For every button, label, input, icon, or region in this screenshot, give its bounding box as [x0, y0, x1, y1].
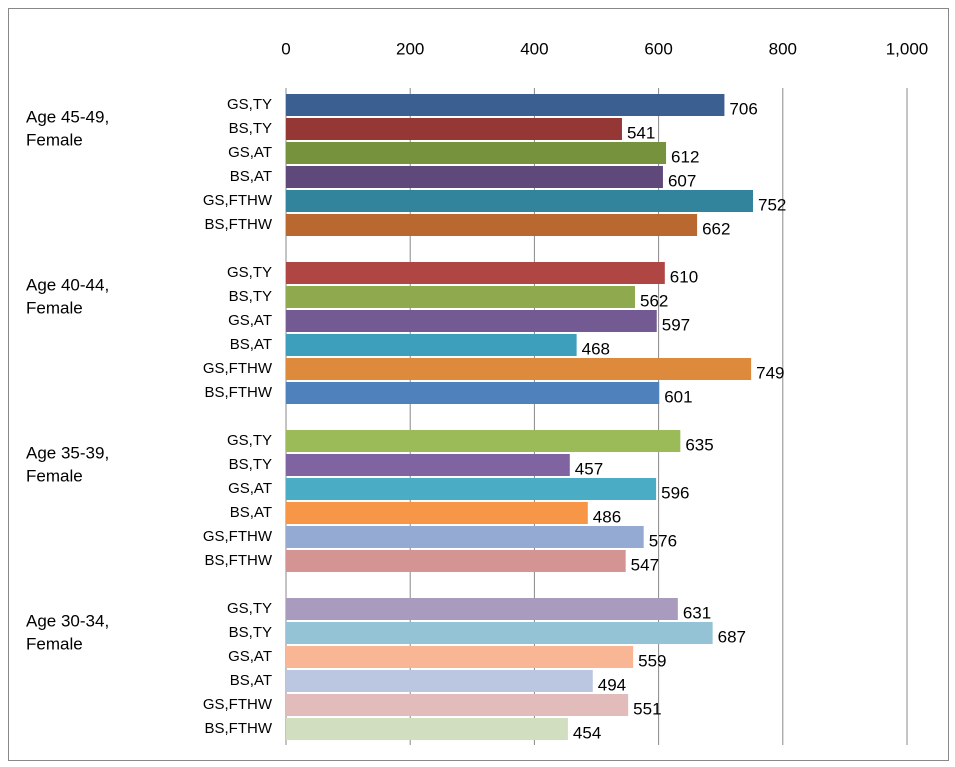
bar: [286, 454, 570, 476]
group-label: Age 45-49,: [26, 107, 109, 126]
bar: [286, 502, 588, 524]
y-tick-label: BS,FTHW: [205, 384, 273, 401]
bar: [286, 646, 634, 668]
y-tick-label: BS,TY: [229, 456, 272, 473]
bar: [286, 166, 663, 188]
bar: [286, 310, 657, 332]
bar: [286, 190, 753, 212]
data-label: 631: [683, 603, 711, 622]
y-tick-label: GS,TY: [227, 96, 272, 113]
y-tick-label: BS,AT: [230, 336, 272, 353]
y-tick-label: GS,TY: [227, 264, 272, 281]
y-tick-label: GS,AT: [228, 480, 272, 497]
bar: [286, 94, 725, 116]
y-tick-label: GS,AT: [228, 144, 272, 161]
data-label: 494: [598, 675, 626, 694]
data-label: 687: [718, 627, 746, 646]
bar: [286, 334, 577, 356]
bar: [286, 382, 660, 404]
group-label: Female: [26, 298, 83, 317]
data-label: 601: [664, 387, 692, 406]
bar: [286, 214, 698, 236]
data-label: 576: [649, 531, 677, 550]
bar: [286, 262, 665, 284]
y-tick-label: GS,AT: [228, 312, 272, 329]
bar: [286, 286, 636, 308]
bar: [286, 622, 713, 644]
bar: [286, 694, 629, 716]
data-label: 468: [582, 339, 610, 358]
y-tick-label: BS,FTHW: [205, 216, 273, 233]
data-label: 454: [573, 723, 601, 742]
data-label: 597: [662, 315, 690, 334]
bar: [286, 358, 752, 380]
x-tick-label: 600: [644, 39, 672, 58]
data-label: 706: [729, 99, 757, 118]
group-label: Female: [26, 466, 83, 485]
data-label: 662: [702, 219, 730, 238]
bar: [286, 142, 667, 164]
data-label: 562: [640, 291, 668, 310]
y-tick-label: BS,AT: [230, 168, 272, 185]
bar: [286, 670, 593, 692]
group-label: Age 40-44,: [26, 275, 109, 294]
data-label: 610: [670, 267, 698, 286]
group-label: Female: [26, 130, 83, 149]
data-label: 749: [756, 363, 784, 382]
data-label: 612: [671, 147, 699, 166]
data-label: 596: [661, 483, 689, 502]
x-tick-label: 800: [769, 39, 797, 58]
y-tick-label: BS,AT: [230, 672, 272, 689]
y-tick-label: GS,AT: [228, 648, 272, 665]
data-label: 486: [593, 507, 621, 526]
data-label: 559: [638, 651, 666, 670]
data-label: 457: [575, 459, 603, 478]
bar: [286, 478, 657, 500]
group-label: Female: [26, 634, 83, 653]
data-label: 541: [627, 123, 655, 142]
y-tick-label: BS,FTHW: [205, 720, 273, 737]
y-tick-label: GS,TY: [227, 600, 272, 617]
group-label: Age 30-34,: [26, 611, 109, 630]
bar: [286, 430, 681, 452]
data-label: 551: [633, 699, 661, 718]
bar: [286, 598, 678, 620]
y-tick-label: GS,FTHW: [203, 696, 273, 713]
bar: [286, 118, 622, 140]
bar: [286, 526, 644, 548]
x-tick-label: 1,000: [886, 39, 929, 58]
y-tick-label: BS,FTHW: [205, 552, 273, 569]
y-tick-label: BS,TY: [229, 120, 272, 137]
data-label: 635: [685, 435, 713, 454]
data-label: 607: [668, 171, 696, 190]
y-tick-label: BS,AT: [230, 504, 272, 521]
group-label: Age 35-39,: [26, 443, 109, 462]
bar: [286, 550, 626, 572]
x-tick-label: 0: [281, 39, 290, 58]
y-tick-label: GS,FTHW: [203, 360, 273, 377]
y-tick-label: GS,FTHW: [203, 528, 273, 545]
y-tick-label: BS,TY: [229, 624, 272, 641]
y-tick-label: BS,TY: [229, 288, 272, 305]
bar: [286, 718, 568, 740]
y-tick-label: GS,TY: [227, 432, 272, 449]
x-tick-label: 200: [396, 39, 424, 58]
x-tick-label: 400: [520, 39, 548, 58]
y-tick-label: GS,FTHW: [203, 192, 273, 209]
data-label: 547: [631, 555, 659, 574]
data-label: 752: [758, 195, 786, 214]
